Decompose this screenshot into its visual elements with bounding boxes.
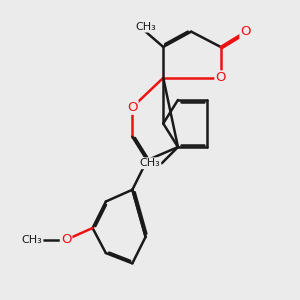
Text: CH₃: CH₃ xyxy=(140,158,160,168)
Text: O: O xyxy=(127,101,138,114)
Text: O: O xyxy=(61,233,71,246)
Text: O: O xyxy=(215,71,226,84)
Text: O: O xyxy=(240,25,251,38)
Text: CH₃: CH₃ xyxy=(135,22,156,32)
Text: CH₃: CH₃ xyxy=(22,235,43,245)
